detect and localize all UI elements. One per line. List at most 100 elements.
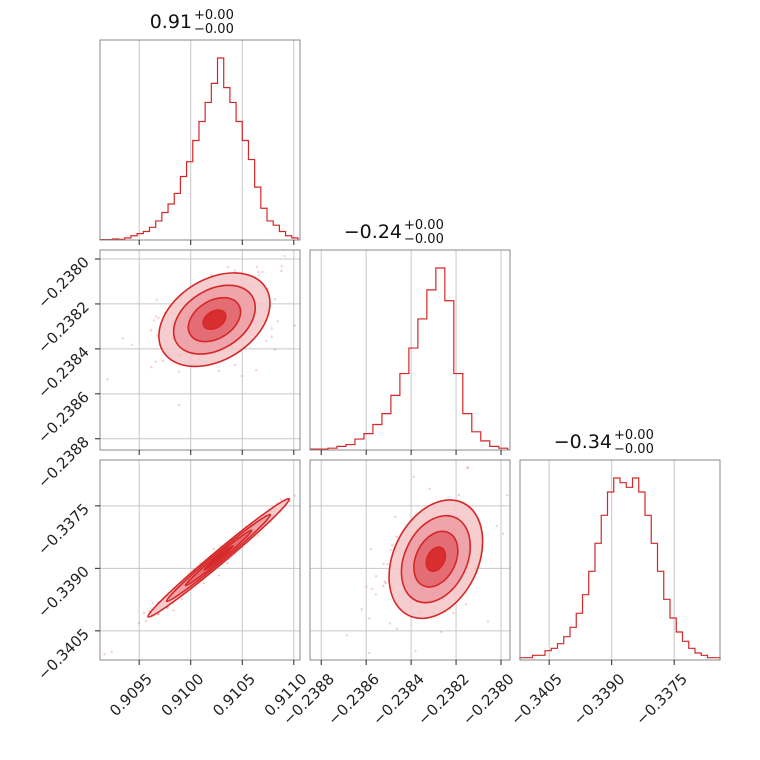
hist-p0-frame [99, 39, 301, 241]
scatter-p1-p2-point [388, 622, 392, 625]
scatter-p0-p2-point [151, 601, 154, 605]
scatter-p0-p2-point [93, 662, 95, 664]
scatter-p1-p2-point [457, 493, 461, 497]
hist-p1-frame [309, 249, 511, 451]
scatter-p0-p1-point [224, 247, 226, 249]
scatter-p1-p2-point [395, 627, 399, 631]
ytick-label-p2-2: −0.3375 [34, 500, 93, 559]
hist-p1-bg [310, 250, 510, 450]
scatter-p0-p1-point [217, 370, 221, 373]
scatter-p1-p2-point [466, 465, 470, 469]
xtick-label-p2-0: −0.3405 [507, 670, 566, 729]
scatter-p1-p2-point [486, 620, 490, 623]
scatter-p1-p2-point [374, 575, 378, 578]
scatter-p0-p2-point [304, 480, 306, 482]
scatter-p0-p2-point [103, 652, 106, 656]
scatter-p0-p2-point [142, 611, 146, 614]
scatter-p0-p1-point [131, 343, 134, 346]
scatter-p1-p2-frame [309, 459, 511, 661]
scatter-p0-p2-point [78, 666, 80, 668]
scatter-p1-p2-point [383, 580, 387, 583]
scatter-p1-p2-point [394, 515, 397, 519]
title-value-2: −0.34 [554, 431, 612, 453]
scatter-p0-p2-point [172, 609, 175, 612]
scatter-p0-p1-point [150, 365, 153, 369]
title-upper-2: +0.00 [614, 428, 654, 443]
scatter-p0-p1-point [257, 270, 260, 274]
scatter-p0-p2-point [256, 534, 260, 537]
scatter-p0-p2-frame [99, 459, 301, 661]
scatter-p0-p1-point [226, 265, 229, 269]
scatter-p1-p2-point [439, 630, 443, 634]
scatter-p0-p2-point [144, 619, 148, 623]
scatter-p0-p1-point [273, 348, 277, 351]
scatter-p0-p1-point [161, 359, 165, 363]
scatter-p0-p1-point [178, 403, 181, 407]
scatter-p0-p2-point [304, 485, 306, 487]
scatter-p0-p1-point [257, 274, 261, 277]
scatter-p0-p2-point [90, 666, 92, 668]
title-value-1: −0.24 [344, 221, 402, 243]
scatter-p0-p2-point [279, 498, 283, 501]
scatter-p0-p1-point [121, 337, 125, 340]
xtick-label-p0-1: 0.9100 [158, 670, 208, 720]
scatter-p0-p1-point [233, 269, 236, 272]
hist-p2-frame [519, 459, 721, 661]
scatter-p1-p2-point [389, 548, 393, 552]
scatter-p1-p2-point [501, 532, 505, 535]
scatter-p1-p2-point [374, 593, 378, 596]
scatter-p0-p2-point [157, 613, 160, 616]
scatter-p1-p2-point [390, 544, 394, 547]
xtick-label-p2-2: −0.3375 [632, 670, 691, 729]
scatter-p1-p2-content [345, 465, 509, 667]
scatter-p0-p1-point [293, 324, 296, 327]
scatter-p0-p1-point [255, 265, 259, 268]
scatter-p0-p2-bg [100, 460, 300, 660]
scatter-p1-p2-point [409, 665, 411, 667]
scatter-p1-p2-point [384, 581, 387, 585]
scatter-p0-p2-point [293, 494, 297, 497]
scatter-p0-p1-point [157, 316, 160, 320]
scatter-p0-p1-point [240, 374, 244, 378]
scatter-p0-p1-point [261, 270, 264, 274]
hist-p2-bg [520, 460, 720, 660]
scatter-p1-p2-point [369, 547, 373, 551]
title-lower-1: −0.00 [404, 232, 444, 247]
scatter-p1-p2-point [365, 585, 368, 589]
scatter-p0-p2-point [110, 650, 113, 654]
scatter-p0-p2-point [202, 582, 206, 585]
scatter-p1-p2-point [381, 584, 385, 588]
xtick-label-p0-2: 0.9105 [209, 670, 259, 720]
scatter-p0-p2-content [78, 480, 306, 668]
title-upper-1: +0.00 [404, 218, 444, 233]
scatter-p1-p2-point [386, 563, 389, 566]
scatter-p0-p2-point [212, 547, 216, 551]
scatter-p0-p2-point [180, 597, 184, 601]
scatter-p1-p2-point [414, 649, 417, 653]
hist-p0-steps [99, 57, 299, 241]
xtick-label-p0-0: 0.9095 [106, 670, 156, 720]
title-lower-2: −0.00 [614, 442, 654, 457]
scatter-p0-p1-point [280, 269, 283, 273]
title-lower-0: −0.00 [194, 22, 234, 37]
scatter-p1-p2-point [452, 611, 455, 615]
xtick-label-p2-1: −0.3390 [570, 670, 629, 729]
title-value-0: 0.91 [150, 11, 192, 33]
scatter-p0-p1-point [280, 264, 283, 268]
scatter-p0-p1-point [234, 363, 237, 367]
scatter-p1-p2-point [412, 475, 415, 478]
scatter-p1-p2-contour-3 [425, 546, 447, 573]
hist-p2-steps [519, 477, 721, 660]
scatter-p1-p2-point [370, 587, 374, 591]
scatter-p0-p1-point [273, 298, 277, 301]
scatter-p0-p1-point [265, 339, 268, 343]
hist-p0-bg [100, 40, 300, 240]
scatter-p0-p1-contour-3 [202, 309, 227, 331]
scatter-p1-p2-point [466, 466, 469, 470]
scatter-p1-p2-point [367, 651, 371, 655]
scatter-p0-p1-point [270, 327, 273, 330]
scatter-p0-p1-point [255, 368, 258, 372]
scatter-p0-p1-content [106, 247, 296, 407]
hist-p1-steps [309, 267, 509, 450]
